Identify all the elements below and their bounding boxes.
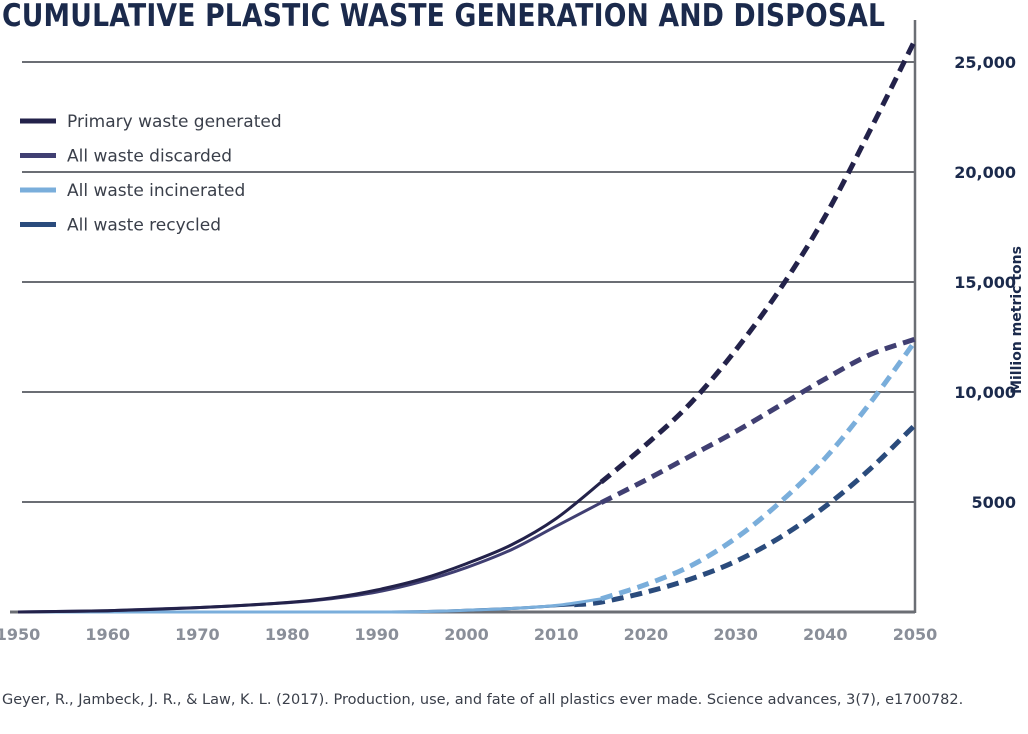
y-tick-label: 25,000 xyxy=(954,53,1016,72)
grid-lines xyxy=(22,61,915,503)
source-citation: Geyer, R., Jambeck, J. R., & Law, K. L. … xyxy=(2,692,964,708)
x-tick-label: 2020 xyxy=(624,625,669,644)
x-tick-label: 2030 xyxy=(713,625,758,644)
x-tick-label: 2050 xyxy=(893,625,938,644)
y-tick-label: 5000 xyxy=(971,493,1016,512)
series-line-historical xyxy=(18,597,602,614)
legend-label: Primary waste generated xyxy=(67,112,282,132)
x-tick-label: 2000 xyxy=(444,625,489,644)
x-tick-label: 1970 xyxy=(175,625,220,644)
y-tick-label: 20,000 xyxy=(954,163,1016,182)
x-tick-label: 1950 xyxy=(0,625,40,644)
x-tick-label: 2040 xyxy=(803,625,848,644)
y-axis-label: Million metric tons xyxy=(1009,246,1025,394)
series-line-historical xyxy=(17,501,602,614)
y-tick-label: 15,000 xyxy=(954,273,1016,292)
x-tick-label: 1980 xyxy=(265,625,310,644)
chart-title: CUMULATIVE PLASTIC WASTE GENERATION AND … xyxy=(2,0,886,34)
series-line-projected xyxy=(599,38,918,485)
x-tick-label: 2010 xyxy=(534,625,579,644)
x-tick-label: 1990 xyxy=(355,625,400,644)
legend-label: All waste discarded xyxy=(67,147,232,167)
y-tick-label: 10,000 xyxy=(954,383,1016,402)
legend: Primary waste generated All waste discard… xyxy=(20,112,282,236)
series-line-projected xyxy=(573,423,917,608)
legend-label: All waste recycled xyxy=(67,216,221,236)
series-line-projected xyxy=(599,336,916,505)
series-lines xyxy=(17,38,918,614)
x-tick-label: 1960 xyxy=(85,625,130,644)
series-line-historical xyxy=(17,481,603,614)
legend-label: All waste incinerated xyxy=(67,181,245,201)
